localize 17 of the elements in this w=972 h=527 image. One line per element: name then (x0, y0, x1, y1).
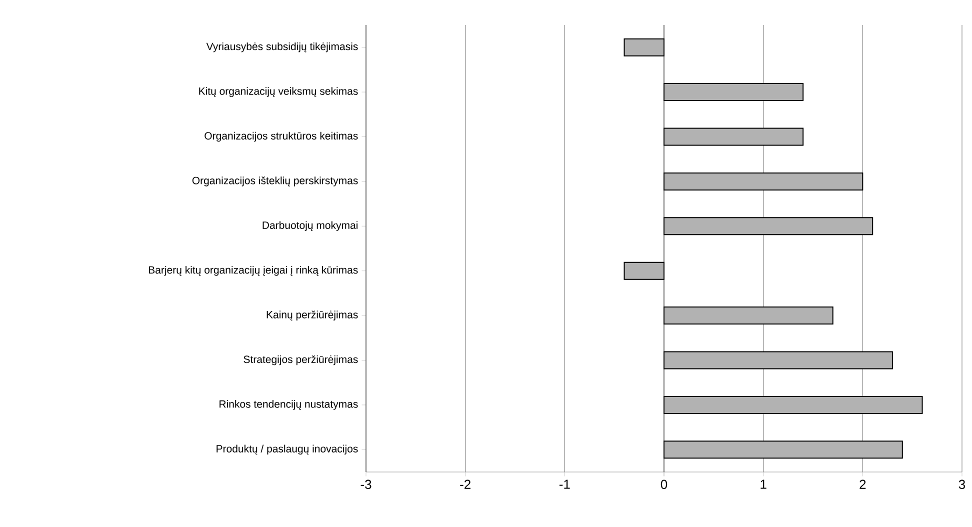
x-tick-label: -1 (559, 480, 570, 489)
y-tick-label: Produktų / paslaugų inovacijos (216, 444, 358, 455)
y-tick-label: Darbuotojų mokymai (262, 221, 358, 232)
y-tick-label: Organizacijos struktūros keitimas (204, 132, 358, 142)
x-tick-label: -3 (360, 480, 372, 489)
y-tick-label: Rinkos tendencijų nustatymas (220, 400, 358, 410)
y-tick-label: Vyriausybės subsidijų tikėjimasis (206, 42, 358, 52)
y-tick-label: Organizacijos išteklių perskirstymas (192, 176, 358, 186)
x-tick-label: 3 (958, 480, 966, 489)
y-tick-label: Strategijos peržiūrėjimas (244, 355, 358, 366)
x-tick-label: -2 (460, 480, 470, 489)
x-tick-label: 0 (660, 480, 668, 489)
y-tick-label: Barjerų kitų organizacijų įeigai į rinką kūrimas (148, 266, 358, 276)
y-tick-label: Kainų peržiūrėjimas (266, 310, 358, 320)
y-tick-label: Kitų organizacijų veiksmų sekimas (199, 87, 358, 97)
x-tick-label: 2 (860, 480, 866, 489)
x-tick-label: 1 (760, 480, 766, 489)
